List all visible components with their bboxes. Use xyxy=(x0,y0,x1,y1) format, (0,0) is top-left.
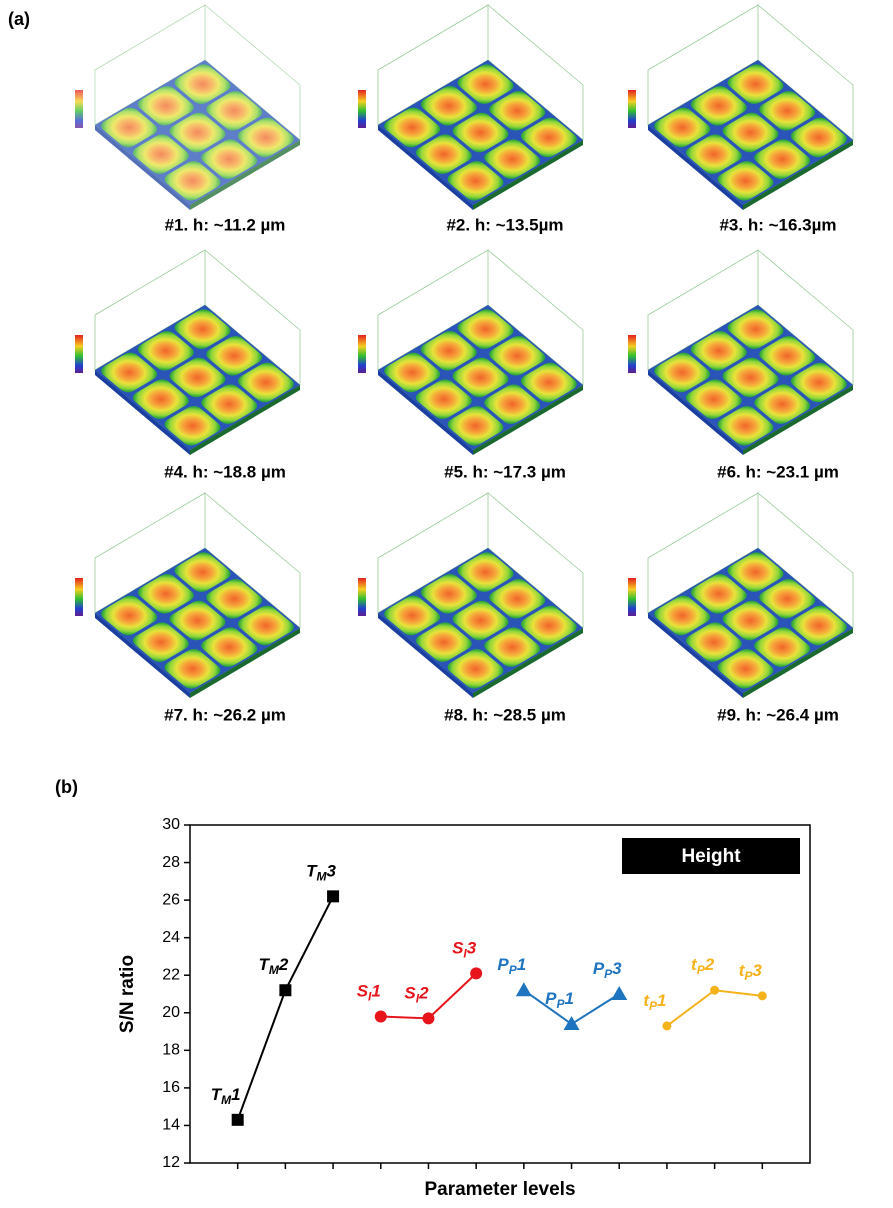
surface-image xyxy=(75,493,300,698)
y-tick-label: 20 xyxy=(162,1004,180,1021)
y-tick-label: 16 xyxy=(162,1079,180,1096)
y-tick-label: 28 xyxy=(162,854,180,871)
surface-image xyxy=(628,5,853,210)
point-label: SI3 xyxy=(452,939,477,961)
point-label-tail: 2 xyxy=(278,956,289,975)
marker xyxy=(422,1012,434,1024)
point-label: TM1 xyxy=(211,1085,241,1107)
marker xyxy=(611,986,627,1000)
y-tick-label: 24 xyxy=(162,929,180,946)
point-label: SI1 xyxy=(357,982,381,1004)
y-tick-label: 12 xyxy=(162,1154,180,1171)
point-label-tail: 1 xyxy=(371,982,380,1001)
y-tick-label: 26 xyxy=(162,891,180,908)
series-line xyxy=(238,896,333,1119)
image-caption: #8. h: ~28.5 µm xyxy=(444,705,566,724)
point-label: SI2 xyxy=(404,984,429,1006)
point-label-tail: 1 xyxy=(231,1085,240,1104)
surface-image xyxy=(628,493,853,698)
point-label-tail: 3 xyxy=(467,939,477,958)
point-label: tP3 xyxy=(739,961,763,983)
point-label-tail: 1 xyxy=(657,991,666,1010)
marker xyxy=(279,984,291,996)
point-label: PP3 xyxy=(593,959,622,981)
marker xyxy=(516,982,532,996)
y-tick-label: 22 xyxy=(162,966,180,983)
annotation: Height xyxy=(681,846,741,867)
marker xyxy=(662,1021,671,1030)
point-label-base: S xyxy=(452,939,464,958)
point-label-tail: 1 xyxy=(517,956,526,975)
surface-image xyxy=(75,5,300,210)
panel-label: (b) xyxy=(55,777,78,797)
marker xyxy=(710,986,719,995)
page: (a) (b) Height Parameter levels S/N rati… xyxy=(0,0,893,1208)
point-label-base: P xyxy=(593,959,605,978)
panel-label: (a) xyxy=(8,9,30,29)
point-label-tail: 2 xyxy=(704,956,715,975)
image-caption: #4. h: ~18.8 µm xyxy=(164,462,286,481)
point-label-tail: 3 xyxy=(752,961,762,980)
surface-image xyxy=(358,5,583,210)
point-label: PP1 xyxy=(497,956,526,978)
marker xyxy=(375,1011,387,1023)
image-caption: #1. h: ~11.2 µm xyxy=(165,215,286,234)
marker xyxy=(564,1016,580,1030)
point-label: tP2 xyxy=(691,956,715,978)
series-line xyxy=(667,990,762,1026)
point-label: PP1 xyxy=(545,990,574,1012)
image-caption: #6. h: ~23.1 µm xyxy=(717,462,839,481)
image-caption: #5. h: ~17.3 µm xyxy=(444,462,566,481)
marker xyxy=(758,991,767,1000)
y-axis-label: S/N ratio xyxy=(117,955,138,1033)
y-tick-label: 14 xyxy=(162,1117,180,1134)
marker xyxy=(327,890,339,902)
figure: (a) (b) Height Parameter levels S/N rati… xyxy=(0,0,893,1203)
point-label-tail: 3 xyxy=(327,862,337,881)
x-axis-label: Parameter levels xyxy=(424,1179,575,1200)
point-label-base: P xyxy=(545,990,557,1009)
surface-image xyxy=(358,250,583,455)
image-caption: #2. h: ~13.5µm xyxy=(446,215,563,234)
marker xyxy=(232,1114,244,1126)
point-label: TM3 xyxy=(306,862,336,884)
y-tick-label: 18 xyxy=(162,1042,180,1059)
point-label-base: S xyxy=(357,982,369,1001)
point-label-tail: 3 xyxy=(612,959,622,978)
image-caption: #7. h: ~26.2 µm xyxy=(164,705,286,724)
point-label: tP1 xyxy=(643,991,666,1013)
point-label: TM2 xyxy=(258,956,288,978)
image-caption: #3. h: ~16.3µm xyxy=(719,215,836,234)
point-label-tail: 1 xyxy=(564,990,573,1009)
surface-image xyxy=(628,250,853,455)
point-label-base: P xyxy=(497,956,509,975)
surface-image xyxy=(358,493,583,698)
point-label-tail: 2 xyxy=(418,984,429,1003)
y-tick-label: 30 xyxy=(162,816,180,833)
image-caption: #9. h: ~26.4 µm xyxy=(717,705,839,724)
point-label-base: S xyxy=(404,984,416,1003)
surface-image xyxy=(75,250,300,455)
marker xyxy=(470,967,482,979)
